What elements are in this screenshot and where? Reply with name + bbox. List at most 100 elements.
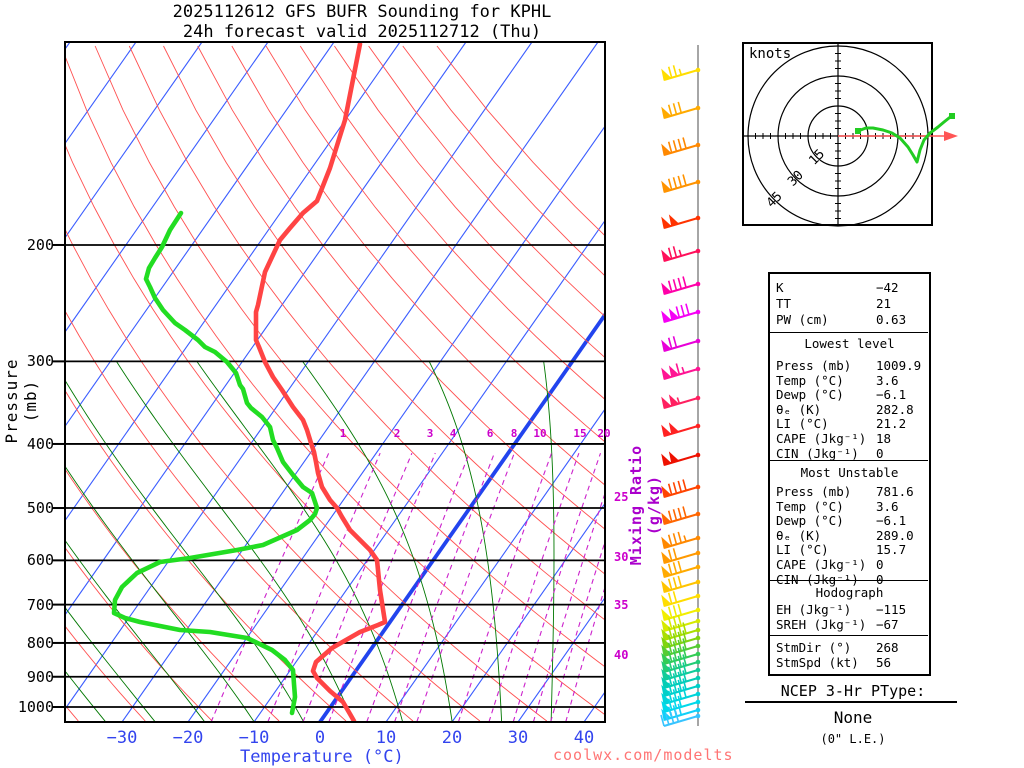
stats-row: Dewp (°C) −6.1	[770, 387, 929, 403]
pressure-tick-label: 900	[26, 667, 54, 686]
dry-adiabat-line	[299, 45, 605, 400]
mixing-ratio-right-label: 35	[614, 598, 629, 612]
stats-section-header: Hodograph	[815, 585, 884, 600]
isotherm-line	[385, 408, 605, 722]
mixing-ratio-line	[565, 585, 605, 722]
dry-adiabat-line	[334, 45, 605, 359]
stats-row: Temp (°C) 3.6	[770, 373, 929, 388]
stats-row-label: SREH (Jkg⁻¹)	[776, 616, 867, 632]
stats-row-label: EH (Jkg⁻¹)	[776, 602, 852, 617]
temp-tick-label: 20	[441, 728, 463, 748]
isotherm-line	[65, 42, 269, 333]
isotherm-line	[65, 42, 467, 616]
isotherm-line	[451, 502, 605, 722]
stats-row: LI (°C) 21.2	[770, 416, 929, 431]
mixing-ratio-label: 6	[486, 427, 494, 440]
temp-tick-label: −30	[106, 728, 138, 748]
temp-tick-label: 30	[507, 728, 529, 748]
isotherm-line	[318, 311, 605, 722]
mixing-ratio-line	[512, 452, 602, 722]
isotherm-line	[517, 596, 605, 722]
pressure-tick-label: 400	[26, 434, 54, 453]
stats-row: Temp (°C) 3.6	[770, 499, 929, 514]
moist-adiabat-line	[543, 361, 555, 722]
stats-row-value: 0	[876, 557, 884, 572]
stats-row: Press (mb) 781.6	[770, 484, 929, 499]
stats-row: Press (mb) 1009.9	[770, 358, 929, 373]
stats-row-value: −6.1	[876, 513, 907, 529]
isotherm-line	[65, 42, 533, 711]
chart-title: 2025112612 GFS BUFR Sounding for KPHL	[172, 2, 552, 22]
stats-row-value: −115	[876, 602, 907, 617]
hodograph-units-label: knots	[749, 46, 792, 62]
wind-barb	[661, 560, 701, 578]
stats-row-value: 56	[876, 654, 892, 670]
stats-row-label: StmSpd (kt)	[776, 654, 859, 670]
moist-adiabat-line	[65, 465, 255, 722]
stats-row: PW (cm) 0.63	[770, 312, 929, 327]
stats-row-value: 282.8	[876, 401, 914, 417]
temp-tick-label: 40	[573, 728, 595, 748]
wind-barb	[661, 363, 701, 380]
mixing-ratio-line	[457, 452, 553, 722]
wind-barb	[661, 336, 701, 352]
stats-row: CIN (Jkg⁻¹) 0	[770, 571, 929, 587]
stats-row-label: Press (mb)	[776, 484, 852, 499]
stats-row-value: 0	[876, 445, 884, 461]
pressure-tick-label: 300	[26, 352, 54, 371]
wind-barb	[661, 575, 701, 593]
stats-row-label: CAPE (Jkg⁻¹)	[776, 431, 867, 446]
stats-row-value: 15.7	[876, 542, 907, 558]
isotherm-line	[121, 42, 599, 722]
wind-barb	[661, 686, 701, 705]
stats-row: EH (Jkg⁻¹) −115	[770, 602, 929, 617]
temp-tick-label: −10	[238, 728, 270, 748]
isotherm-line	[187, 125, 605, 722]
mixing-ratio-line	[416, 452, 515, 722]
wind-barb	[661, 451, 701, 466]
pressure-tick-label: 1000	[17, 698, 54, 716]
mixing-ratio-line	[488, 452, 580, 722]
mixing-ratio-label: 20	[597, 427, 611, 440]
wind-barb	[661, 603, 701, 621]
pressure-tick-label: 600	[26, 551, 54, 570]
stats-row-value: 781.6	[876, 484, 914, 499]
isotherm-line	[65, 42, 335, 428]
stats-row-label: CIN (Jkg⁻¹)	[776, 445, 859, 461]
dry-adiabat-line	[65, 389, 347, 722]
skewt-background	[65, 42, 605, 722]
pressure-tick-label: 500	[26, 499, 54, 518]
mixing-ratio-axis-title: Mixing Ratio (g/kg)	[627, 444, 663, 566]
stats-panel: K −42 TT 21 PW (cm) 0.63 Lowest level Press (mb…	[768, 272, 931, 676]
stats-row-value: 0.63	[876, 312, 907, 327]
stats-row-label: StmDir (°)	[776, 640, 852, 655]
moist-adiabat-line	[65, 606, 156, 722]
wind-barb	[661, 276, 701, 295]
dry-adiabat-line	[65, 54, 605, 716]
stats-row-value: −6.1	[876, 387, 907, 403]
moist-adiabat-line	[428, 361, 503, 722]
hodograph-trace	[857, 114, 953, 164]
stats-row: SREH (Jkg⁻¹) −67	[770, 616, 929, 632]
stats-row: StmSpd (kt) 56	[770, 654, 929, 670]
mixing-ratio-label: 2	[393, 427, 401, 440]
dry-adiabat-line	[65, 228, 481, 722]
dry-adiabat-line	[265, 45, 605, 443]
dry-adiabat-line	[231, 45, 605, 486]
stats-row-label: CIN (Jkg⁻¹)	[776, 571, 859, 587]
moist-adiabat-line	[302, 361, 453, 722]
stats-row: LI (°C) 15.7	[770, 542, 929, 558]
stats-divider	[769, 635, 928, 636]
wind-barb	[661, 101, 701, 119]
stats-row-value: −67	[876, 616, 899, 632]
dewpoint-curve	[111, 210, 320, 716]
mixing-ratio-right-label: 30	[614, 550, 629, 564]
temp-tick-label: 10	[375, 728, 397, 748]
stats-row-label: θₑ (K)	[776, 401, 822, 417]
dry-adiabat-line	[163, 45, 605, 575]
moist-adiabat-line	[65, 379, 305, 722]
wind-barb	[661, 703, 701, 721]
wind-barb	[661, 630, 701, 649]
stats-row-value: −42	[876, 280, 899, 295]
